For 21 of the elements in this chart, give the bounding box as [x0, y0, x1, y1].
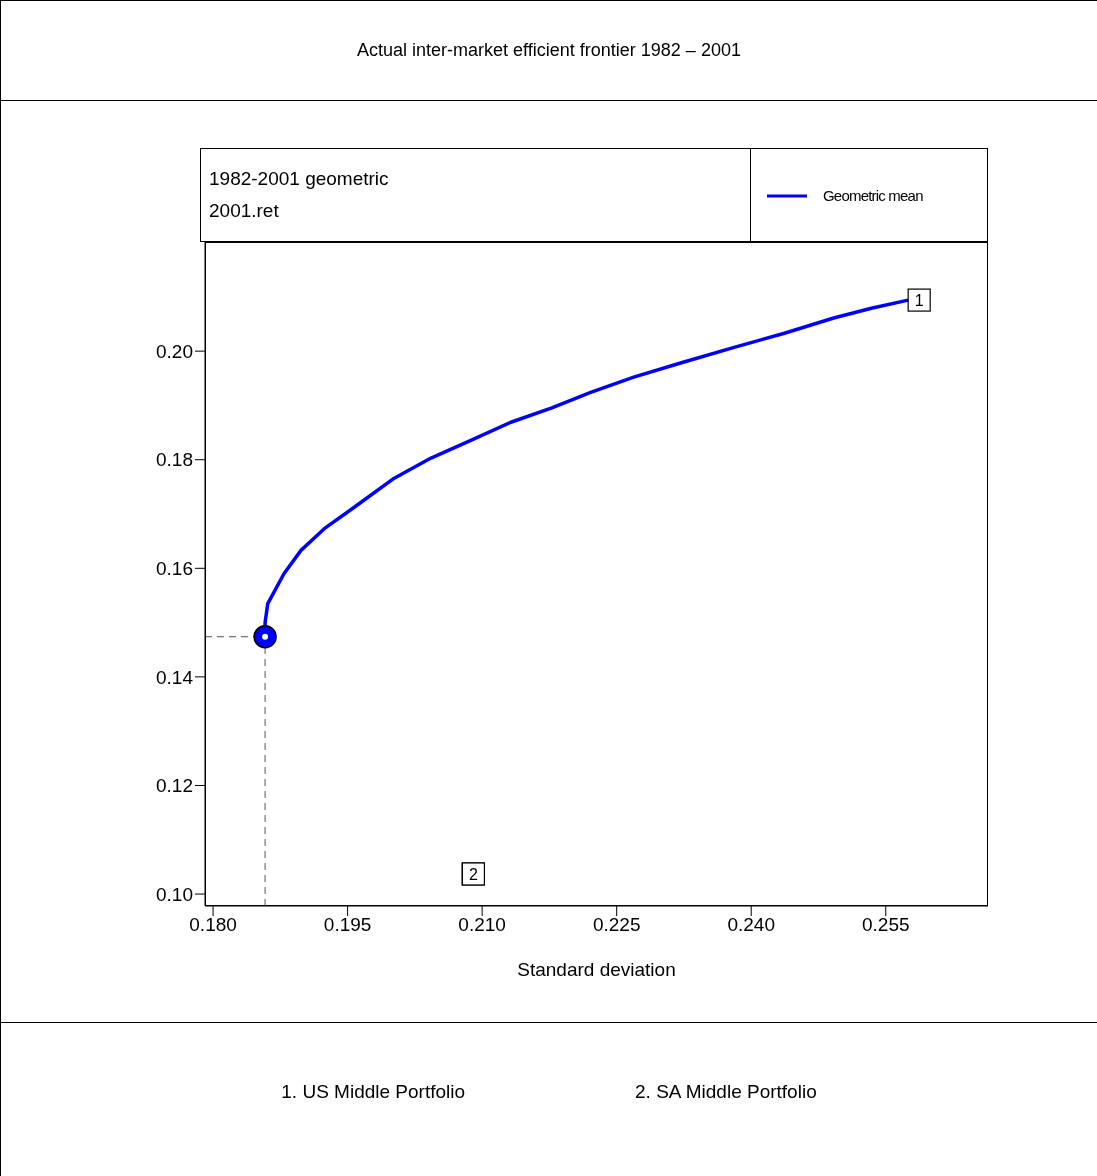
chart-title: Actual inter-market efficient frontier 1982 – 2001	[1, 1, 1097, 101]
text: 1. US Middle Portfolio	[281, 1081, 466, 1103]
chart-subtitle: 1982-2001 geometric 2001.ret	[209, 167, 389, 223]
y-tick-label: 0.16	[156, 558, 193, 580]
x-tick-label: 0.240	[727, 914, 775, 936]
x-tick-label: 0.210	[458, 914, 506, 936]
y-tick-label: 0.14	[156, 666, 194, 688]
x-tick-label: 0.195	[323, 914, 372, 936]
text: 2. SA Middle Portfolio	[635, 1081, 817, 1103]
x-tick-label: 0.255	[861, 914, 910, 936]
y-tick-label: 0.20	[156, 340, 193, 362]
y-tick-label: 0.10	[156, 883, 193, 905]
y-tick-label: 0.18	[156, 449, 193, 471]
annotation: 2	[468, 865, 478, 883]
annotation: 1	[914, 292, 924, 310]
x-axis-title: Standard deviation	[517, 959, 676, 980]
legend-label: Geometric mean	[823, 187, 923, 204]
y-tick-label: 0.12	[156, 775, 193, 797]
x-tick-label: 0.225	[592, 914, 641, 936]
header-box: 1982-2001 geometric 2001.ret Geometric mean	[200, 148, 988, 242]
x-tick-label: 0.180	[189, 914, 237, 936]
